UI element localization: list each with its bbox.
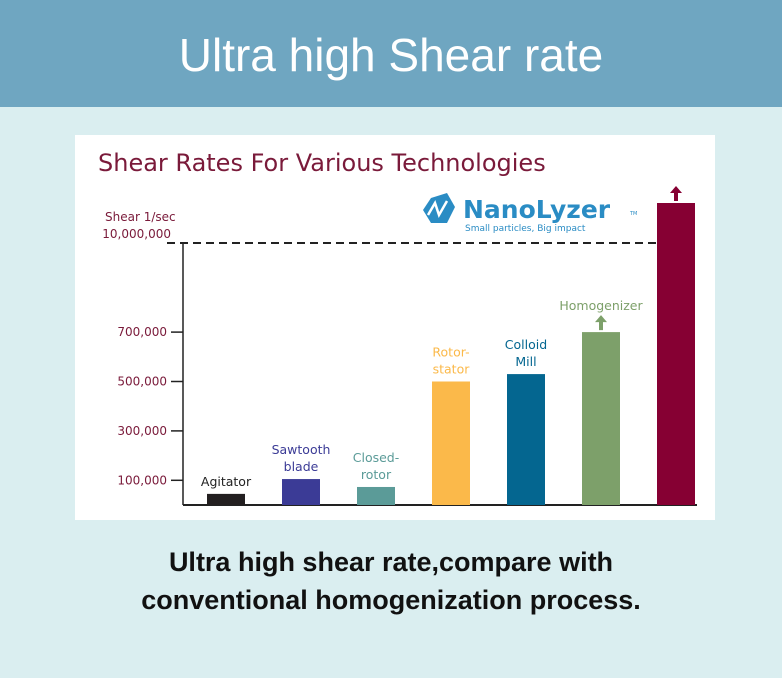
logo-tm: TM bbox=[629, 211, 637, 217]
bar bbox=[282, 479, 320, 505]
bar bbox=[432, 381, 470, 505]
bar-label: Homogenizer bbox=[559, 298, 643, 313]
bar bbox=[207, 493, 245, 505]
bar bbox=[507, 374, 545, 505]
logo: NanoLyzer TM Small particles, Big impact bbox=[423, 193, 637, 234]
up-arrow-icon bbox=[670, 186, 682, 201]
logo-name: NanoLyzer bbox=[463, 195, 611, 224]
shear-rate-chart: Shear Rates For Various Technologies She… bbox=[98, 149, 697, 506]
up-arrow-icon bbox=[595, 315, 607, 331]
chart-title: Shear Rates For Various Technologies bbox=[98, 149, 546, 177]
y-tick-label: 500,000 bbox=[117, 375, 167, 389]
nanolyzer-logo-icon bbox=[423, 193, 455, 223]
caption: Ultra high shear rate,compare with conve… bbox=[0, 543, 782, 619]
chart-panel: Shear Rates For Various Technologies She… bbox=[75, 135, 715, 520]
bar-label: rotor bbox=[361, 467, 392, 482]
caption-line-2: conventional homogenization process. bbox=[141, 585, 641, 615]
bar-label: Agitator bbox=[201, 474, 252, 489]
page-title: Ultra high Shear rate bbox=[0, 0, 782, 107]
bar bbox=[657, 203, 695, 505]
bar-label: stator bbox=[433, 362, 471, 377]
caption-line-1: Ultra high shear rate,compare with bbox=[168, 547, 614, 577]
y-tick-label: 300,000 bbox=[117, 424, 167, 438]
bar bbox=[582, 332, 620, 505]
y-tick-label: 10,000,000 bbox=[102, 227, 171, 241]
bar-label: Colloid bbox=[505, 337, 547, 352]
bar-label: Mill bbox=[515, 354, 536, 369]
y-axis-label: Shear 1/sec bbox=[105, 210, 176, 224]
bar-label: Rotor- bbox=[432, 345, 469, 360]
y-tick-label: 100,000 bbox=[117, 473, 167, 487]
bar-label: blade bbox=[284, 459, 319, 474]
logo-tagline: Small particles, Big impact bbox=[465, 224, 586, 234]
y-tick-label: 700,000 bbox=[117, 325, 167, 339]
bar bbox=[357, 486, 395, 505]
bar-label: Closed- bbox=[353, 450, 400, 465]
bar-label: Sawtooth bbox=[272, 442, 331, 457]
